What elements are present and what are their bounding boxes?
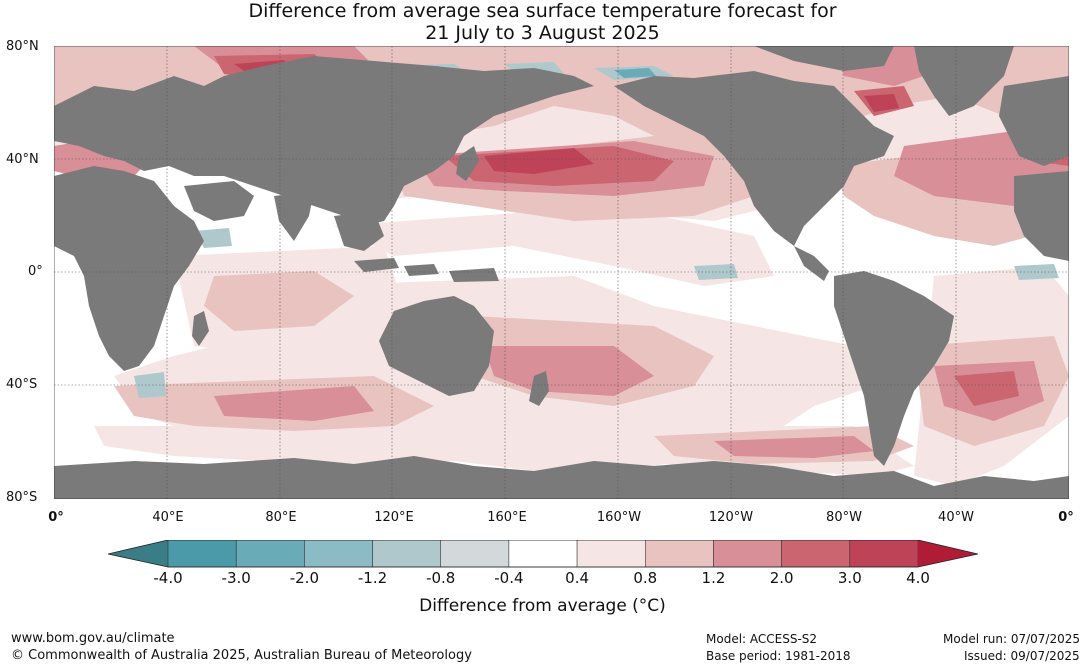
- india-land: [274, 191, 314, 241]
- lat-label-40s: 40°S: [6, 377, 38, 392]
- colorbar-tick-label: 3.0: [837, 569, 862, 587]
- map-title: Difference from average sea surface temp…: [0, 0, 1085, 44]
- west-africa-land: [1014, 171, 1069, 261]
- lon-label-0: 0°: [48, 510, 64, 525]
- colorbar-bin: [167, 540, 237, 568]
- model-text: Model: ACCESS-S2: [706, 632, 818, 646]
- colorbar-tick-label: -1.2: [357, 569, 388, 587]
- africa-land: [54, 166, 204, 371]
- lon-label-160e: 160°E: [487, 510, 527, 525]
- arabia-india-land: [184, 181, 254, 221]
- colorbar-tick-label: -0.4: [494, 569, 524, 587]
- website-text: www.bom.gov.au/climate: [11, 631, 175, 646]
- japan-land: [456, 146, 479, 181]
- colorbar-high-extend: [918, 540, 978, 567]
- colorbar-tick-label: 0.8: [633, 569, 658, 587]
- lon-label-40w: 40°W: [938, 510, 974, 525]
- lat-label-80n: 80°N: [6, 39, 39, 54]
- colorbar-bin: [372, 540, 441, 568]
- title-line-1: Difference from average sea surface temp…: [248, 0, 837, 22]
- colorbar-bin: [235, 540, 305, 568]
- lat-label-equator: 0°: [28, 264, 43, 279]
- central-america-land: [794, 246, 829, 281]
- colorbar-tick-label: -4.0: [153, 569, 183, 587]
- colorbar-bin: [440, 540, 510, 568]
- new-zealand-land: [529, 371, 549, 406]
- copyright-text: © Commonwealth of Australia 2025, Austra…: [11, 648, 472, 663]
- greenland-land: [914, 46, 1014, 116]
- southeast-asia-land: [334, 211, 384, 251]
- colorbar-bin: [576, 540, 646, 568]
- arctic-islands-land: [754, 46, 894, 71]
- madagascar-land: [192, 311, 209, 346]
- graticule: [54, 46, 1069, 499]
- west-europe-land: [999, 76, 1069, 166]
- colorbar-tick-label: 4.0: [906, 569, 930, 587]
- indonesia-land: [354, 258, 499, 282]
- colorbar-tick-label: 2.0: [769, 569, 794, 587]
- lon-label-120w: 120°W: [708, 510, 754, 525]
- colorbar-tick-label: -0.8: [426, 569, 456, 587]
- colorbar-tick-label: 0.4: [565, 569, 590, 587]
- australia-land: [379, 296, 494, 396]
- lon-label-80e: 80°E: [265, 510, 297, 525]
- colorbar-bins: [167, 540, 919, 568]
- lon-label-0-end: 0°: [1058, 510, 1074, 525]
- sst-anomaly-map: [53, 45, 1070, 500]
- lon-label-40e: 40°E: [152, 510, 184, 525]
- title-line-2: 21 July to 3 August 2025: [425, 22, 660, 44]
- colorbar-bin: [508, 540, 578, 568]
- eurasia-land: [54, 56, 594, 226]
- lat-label-80s: 80°S: [6, 490, 38, 505]
- issued-text: Issued: 09/07/2025: [964, 649, 1080, 663]
- colorbar-low-extend: [108, 540, 168, 567]
- colorbar-bin: [781, 540, 851, 568]
- land-masses: [54, 46, 1069, 499]
- antarctica-land: [54, 456, 1069, 499]
- colorbar-tick-label: 1.2: [701, 569, 726, 587]
- lon-label-80w: 80°W: [826, 510, 862, 525]
- colorbar-title: Difference from average (°C): [419, 596, 666, 616]
- colorbar-bin: [645, 540, 714, 568]
- colorbar-tick-label: -3.0: [221, 569, 251, 587]
- colorbar-bin: [849, 540, 919, 568]
- colorbar-bin: [304, 540, 373, 568]
- base-period-text: Base period: 1981-2018: [706, 649, 851, 663]
- model-run-text: Model run: 07/07/2025: [943, 632, 1081, 646]
- lon-label-120e: 120°E: [374, 510, 414, 525]
- colorbar-tick-label: -2.0: [289, 569, 319, 587]
- colorbar-bin: [713, 540, 782, 568]
- lat-label-40n: 40°N: [6, 152, 39, 167]
- map-svg: [53, 45, 1070, 500]
- south-america-land: [834, 271, 954, 466]
- lon-label-160w: 160°W: [596, 510, 642, 525]
- colorbar: [108, 540, 978, 568]
- north-america-land: [614, 71, 894, 246]
